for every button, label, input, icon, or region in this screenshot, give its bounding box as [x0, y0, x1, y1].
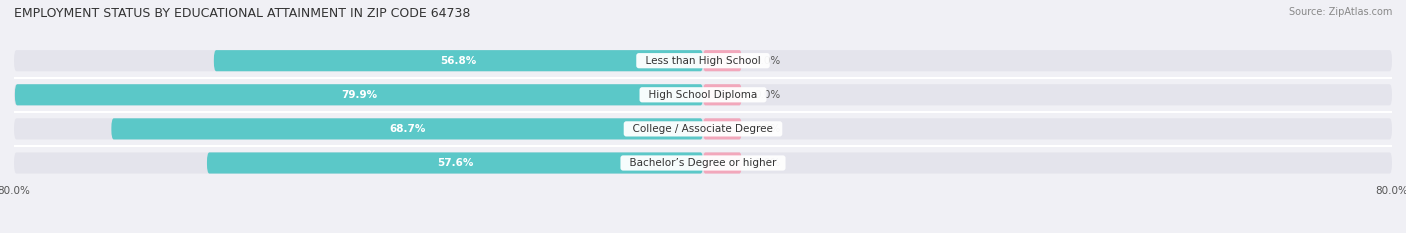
Text: 0.0%: 0.0% — [755, 124, 780, 134]
Text: College / Associate Degree: College / Associate Degree — [626, 124, 780, 134]
FancyBboxPatch shape — [207, 152, 703, 174]
Text: 79.9%: 79.9% — [340, 90, 377, 100]
Legend: In Labor Force, Unemployed: In Labor Force, Unemployed — [602, 230, 804, 233]
FancyBboxPatch shape — [14, 50, 1392, 71]
FancyBboxPatch shape — [703, 152, 742, 174]
Text: 0.0%: 0.0% — [755, 90, 780, 100]
Text: Less than High School: Less than High School — [638, 56, 768, 66]
Text: High School Diploma: High School Diploma — [643, 90, 763, 100]
Text: Bachelor’s Degree or higher: Bachelor’s Degree or higher — [623, 158, 783, 168]
Text: 0.0%: 0.0% — [755, 56, 780, 66]
FancyBboxPatch shape — [111, 118, 703, 140]
Text: EMPLOYMENT STATUS BY EDUCATIONAL ATTAINMENT IN ZIP CODE 64738: EMPLOYMENT STATUS BY EDUCATIONAL ATTAINM… — [14, 7, 471, 20]
Text: Source: ZipAtlas.com: Source: ZipAtlas.com — [1288, 7, 1392, 17]
FancyBboxPatch shape — [14, 118, 1392, 140]
FancyBboxPatch shape — [703, 118, 742, 140]
FancyBboxPatch shape — [703, 84, 742, 105]
FancyBboxPatch shape — [15, 84, 703, 105]
Text: 68.7%: 68.7% — [389, 124, 426, 134]
FancyBboxPatch shape — [14, 152, 1392, 174]
FancyBboxPatch shape — [214, 50, 703, 71]
FancyBboxPatch shape — [14, 84, 1392, 105]
Text: 56.8%: 56.8% — [440, 56, 477, 66]
Text: 0.0%: 0.0% — [755, 158, 780, 168]
Text: 57.6%: 57.6% — [437, 158, 474, 168]
FancyBboxPatch shape — [703, 50, 742, 71]
